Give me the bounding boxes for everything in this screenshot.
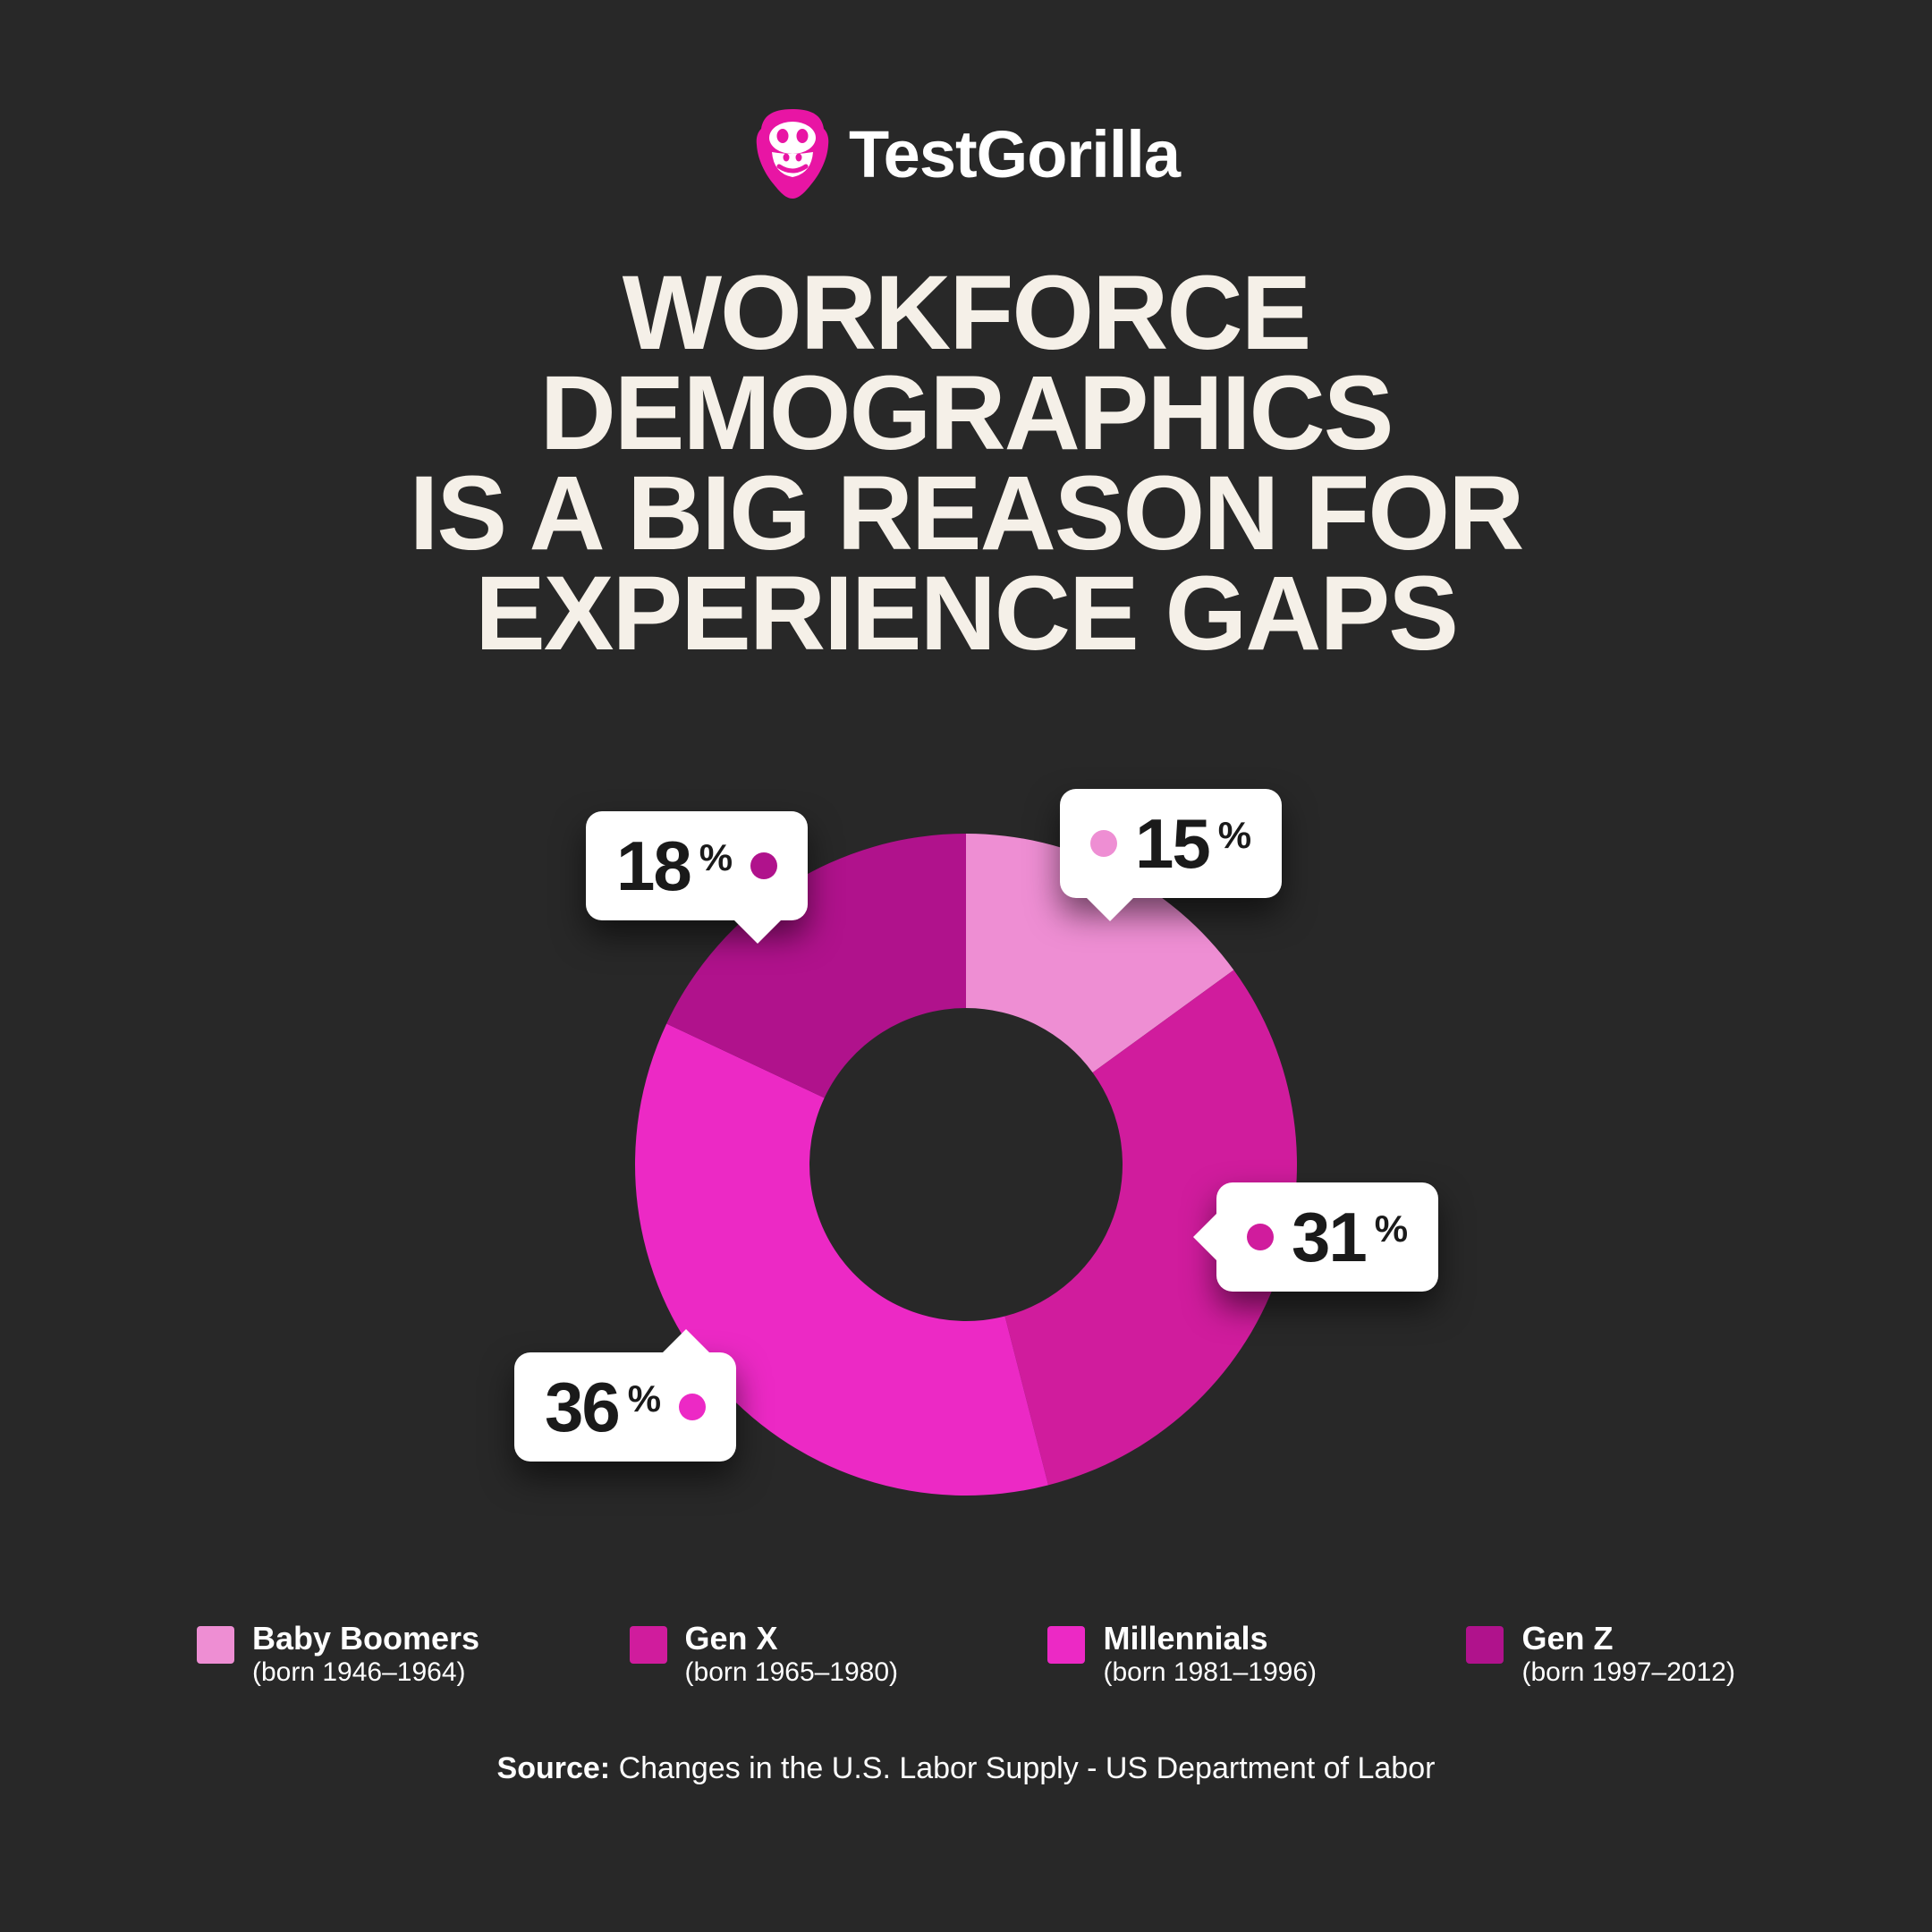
legend-subtext: (born 1981–1996) xyxy=(1103,1657,1317,1689)
legend-swatch-icon xyxy=(1047,1626,1085,1664)
legend-subtext: (born 1965–1980) xyxy=(685,1657,899,1689)
callout-gen_x: 31% xyxy=(1216,1182,1438,1292)
legend-item-baby_boomers: Baby Boomers(born 1946–1964) xyxy=(197,1621,479,1689)
headline-line-3: IS A BIG REASON FOR xyxy=(410,463,1523,564)
callout-pointer-icon xyxy=(1193,1214,1216,1260)
headline: WORKFORCE DEMOGRAPHICS IS A BIG REASON F… xyxy=(410,263,1523,664)
callout-millennials: 36% xyxy=(514,1352,736,1462)
callout-value: 18 xyxy=(616,831,691,901)
donut-chart: 15%31%36%18% xyxy=(474,762,1458,1567)
legend-name: Millennials xyxy=(1103,1621,1317,1657)
legend-swatch-icon xyxy=(630,1626,667,1664)
source-text: Changes in the U.S. Labor Supply - US De… xyxy=(619,1751,1436,1785)
legend: Baby Boomers(born 1946–1964)Gen X(born 1… xyxy=(197,1621,1735,1689)
callout-dot-icon xyxy=(679,1394,706,1420)
callout-value: 36 xyxy=(545,1372,619,1442)
brand-logo: TestGorilla xyxy=(752,107,1180,200)
percent-icon: % xyxy=(699,836,733,879)
callout-gen_z: 18% xyxy=(586,811,808,920)
legend-subtext: (born 1997–2012) xyxy=(1521,1657,1735,1689)
callout-dot-icon xyxy=(1090,830,1117,857)
legend-subtext: (born 1946–1964) xyxy=(252,1657,479,1689)
legend-item-gen_z: Gen Z(born 1997–2012) xyxy=(1466,1621,1735,1689)
callout-value: 15 xyxy=(1135,809,1209,878)
headline-line-1: WORKFORCE xyxy=(410,263,1523,363)
callout-dot-icon xyxy=(750,852,777,879)
source-label: Source: xyxy=(497,1751,611,1785)
headline-line-2: DEMOGRAPHICS xyxy=(410,363,1523,463)
percent-icon: % xyxy=(1375,1208,1408,1250)
headline-line-4: EXPERIENCE GAPS xyxy=(410,564,1523,664)
gorilla-icon xyxy=(752,107,833,200)
callout-pointer-icon xyxy=(663,1329,709,1352)
percent-icon: % xyxy=(628,1377,661,1420)
legend-swatch-icon xyxy=(1466,1626,1504,1664)
legend-swatch-icon xyxy=(197,1626,234,1664)
legend-name: Gen X xyxy=(685,1621,899,1657)
callout-pointer-icon xyxy=(1087,898,1133,921)
legend-name: Gen Z xyxy=(1521,1621,1735,1657)
legend-name: Baby Boomers xyxy=(252,1621,479,1657)
percent-icon: % xyxy=(1218,814,1251,857)
legend-item-millennials: Millennials(born 1981–1996) xyxy=(1047,1621,1317,1689)
callout-pointer-icon xyxy=(734,920,781,944)
callout-dot-icon xyxy=(1247,1224,1274,1250)
callout-value: 31 xyxy=(1292,1202,1366,1272)
callout-baby_boomers: 15% xyxy=(1060,789,1282,898)
legend-item-gen_x: Gen X(born 1965–1980) xyxy=(630,1621,899,1689)
brand-name: TestGorilla xyxy=(849,116,1180,192)
source-line: Source: Changes in the U.S. Labor Supply… xyxy=(497,1751,1436,1786)
